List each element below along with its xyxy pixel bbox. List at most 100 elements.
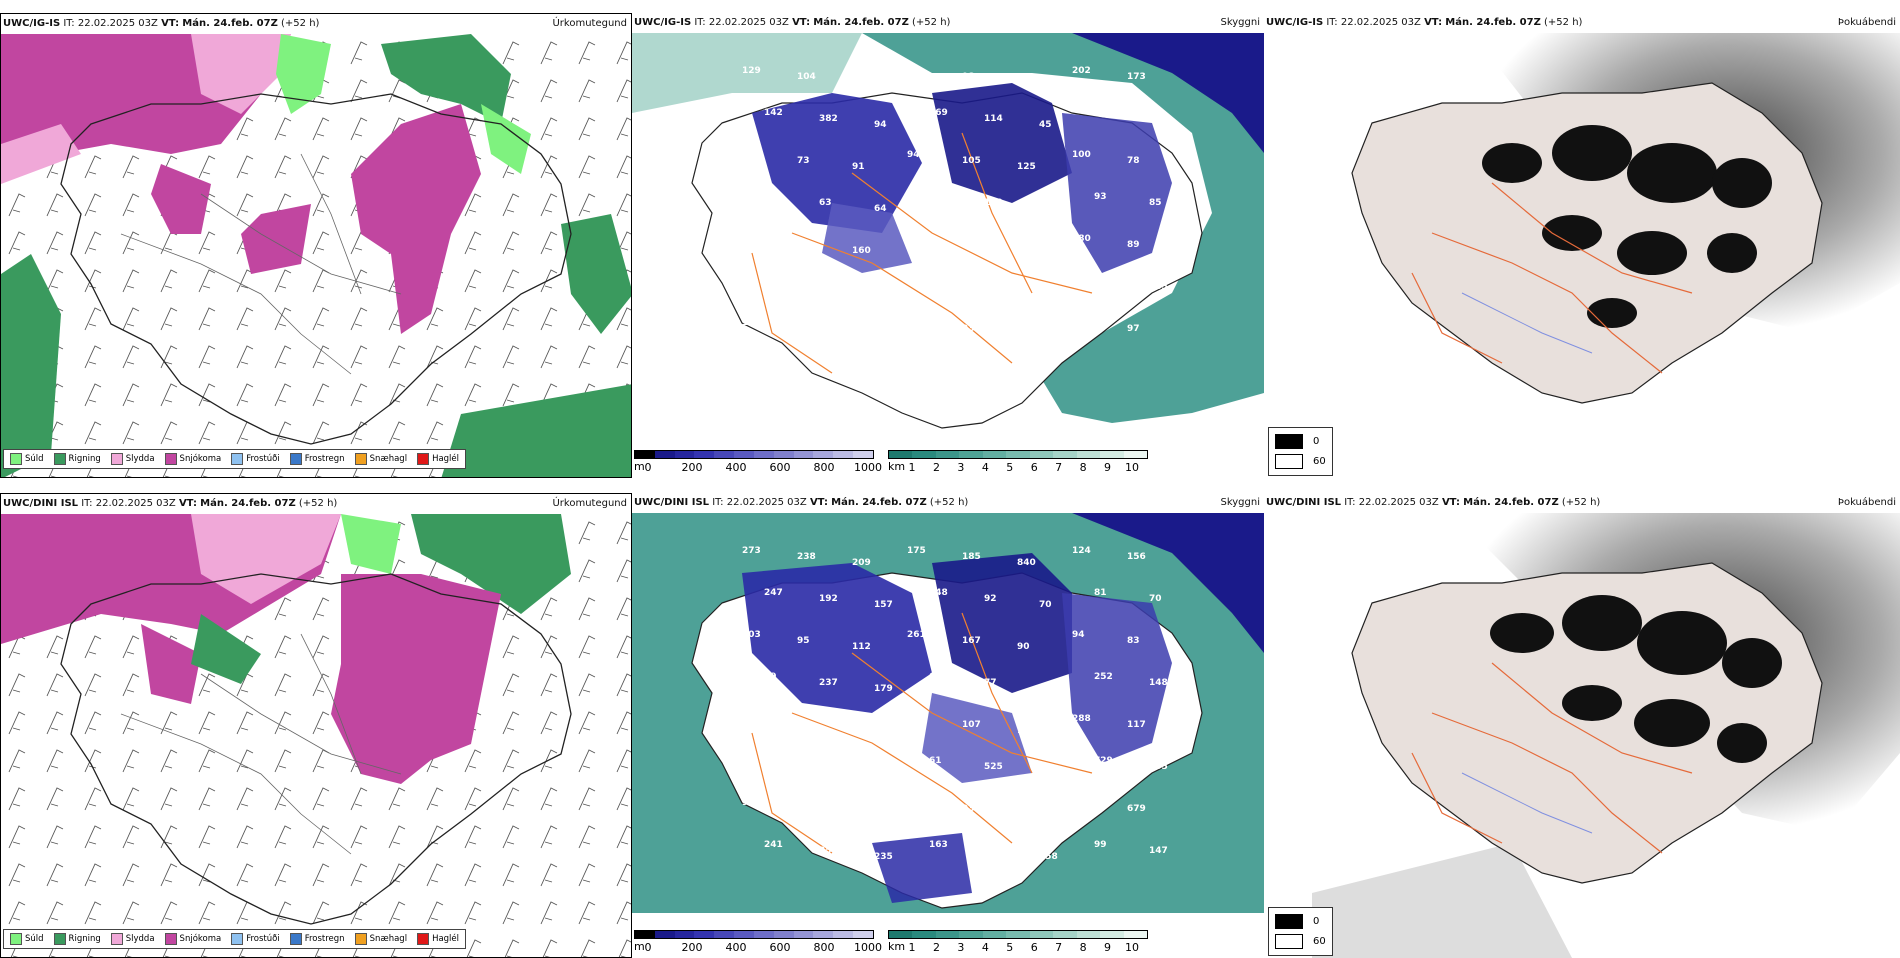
visibility-panel-top: UWC/IG-IS IT: 22.02.2025 03Z VT: Mán. 24… <box>632 13 1264 478</box>
visibility-value-label: 235 <box>874 852 893 862</box>
visibility-value-label: 238 <box>797 552 816 562</box>
visibility-value-label: 179 <box>1017 246 1036 256</box>
visibility-value-label: 102 <box>1017 726 1036 736</box>
visibility-value-label: 115 <box>742 714 761 724</box>
legend-item: Rigning <box>53 453 101 465</box>
visibility-value-label: 142 <box>764 108 783 118</box>
visibility-value-label: 78 <box>1127 156 1140 166</box>
visibility-value-label: 49 <box>764 276 777 286</box>
visibility-value-label: 107 <box>962 720 981 730</box>
colorbar-tick: 5 <box>1006 461 1014 474</box>
visibility-value-label: 95 <box>797 636 810 646</box>
fog-panel-top: UWC/IG-IS IT: 22.02.2025 03Z VT: Mán. 24… <box>1264 13 1900 478</box>
visibility-labels: 273 238 209 175 185 840 124 156 247 192 157 148 92 70… <box>742 546 1168 862</box>
visibility-map: 273 238 209 175 185 840 124 156 247 192 157 148 92 70… <box>632 513 1264 913</box>
visibility-value-label: 587 <box>1039 768 1058 778</box>
visibility-value-label: 107 <box>742 318 761 328</box>
visibility-value-label: 144 <box>1072 318 1091 328</box>
visibility-value-label: 212 <box>1017 78 1036 88</box>
colorbar-tick: 10 <box>1125 461 1139 474</box>
legend-item: Frostúði <box>231 933 280 945</box>
colorbar-tick: 3 <box>957 461 965 474</box>
visibility-value-label: 679 <box>1127 804 1146 814</box>
visibility-value-label: 587 <box>1017 810 1036 820</box>
visibility-value-label: 94 <box>1072 630 1085 640</box>
visibility-value-label: 64 <box>874 204 887 214</box>
visibility-value-label: 62 <box>929 672 942 682</box>
visibility-panel-bottom: UWC/DINI ISL IT: 22.02.2025 03Z VT: Mán.… <box>632 493 1264 958</box>
colorbar-tick: 3 <box>957 941 965 954</box>
visibility-value-label: 729 <box>1094 756 1113 766</box>
visibility-value-label: 157 <box>874 600 893 610</box>
precip-map <box>1 514 631 957</box>
fog-panel-bottom: UWC/DINI ISL IT: 22.02.2025 03Z VT: Mán.… <box>1264 493 1900 958</box>
visibility-value-label: 147 <box>1149 846 1168 856</box>
visibility-value-label: 129 <box>742 66 761 76</box>
legend-item: Súld <box>10 453 44 465</box>
visibility-value-label: 148 <box>1149 678 1168 688</box>
visibility-value-label: 117 <box>1127 720 1146 730</box>
legend-item: Slydda <box>110 453 155 465</box>
visibility-value-label: 84 <box>929 192 942 202</box>
visibility-value-label: 160 <box>852 246 871 256</box>
colorbar-tick: 400 <box>725 461 747 474</box>
fog-map <box>1312 33 1900 478</box>
fog-legend-item: 0 <box>1275 434 1326 449</box>
panel-header: UWC/DINI ISL IT: 22.02.2025 03Z VT: Mán.… <box>3 498 338 509</box>
visibility-value-label: 113 <box>1072 798 1091 808</box>
visibility-value-label: 98 <box>742 798 755 808</box>
visibility-value-label: 90 <box>907 234 920 244</box>
colorbar-tick: 1 <box>908 941 916 954</box>
visibility-value-label: 27 <box>852 810 865 820</box>
visibility-value-label: 92 <box>764 192 777 202</box>
colorbar-tick: 1000 <box>854 461 882 474</box>
visibility-value-label: 104 <box>797 72 816 82</box>
legend-item: Slydda <box>110 933 155 945</box>
visibility-value-label: 261 <box>907 630 926 640</box>
visibility-value-label: 93 <box>1094 192 1107 202</box>
visibility-value-label: 89 <box>797 324 810 334</box>
visibility-value-label: 435 <box>1149 762 1168 772</box>
precip-legend: Súld Rigning Slydda Snjókoma Frostúði Fr… <box>3 929 467 949</box>
visibility-value-label: 155 <box>819 282 838 292</box>
colorbar-tick: 6 <box>1030 941 1038 954</box>
legend-item: Snjókoma <box>164 933 221 945</box>
visibility-colorbar: 1 2 3 4 5 6 7 8 9 10 km <box>888 930 1148 956</box>
panel-header: UWC/DINI ISL IT: 22.02.2025 03Z VT: Mán.… <box>634 497 969 508</box>
visibility-value-label: 81 <box>1094 588 1107 598</box>
fog-legend-item: 60 <box>1275 454 1326 469</box>
fog-legend: 0 60 <box>1268 907 1333 956</box>
colorbar-tick: 2 <box>932 941 940 954</box>
precip-panel-top: UWC/IG-IS IT: 22.02.2025 03Z VT: Mán. 24… <box>0 13 632 478</box>
visibility-value-label: 70 <box>1039 600 1052 610</box>
colorbar-tick: 10 <box>1125 941 1139 954</box>
visibility-value-label: 98 <box>962 72 975 82</box>
colorbar-tick: 5 <box>1006 941 1014 954</box>
visibility-value-label: 85 <box>1149 198 1162 208</box>
visibility-value-label: 758 <box>1039 852 1058 862</box>
panel-title: Úrkomutegund <box>552 18 627 29</box>
colorbar-tick: 0 <box>644 461 652 474</box>
legend-item: Rigning <box>53 933 101 945</box>
colorbar-tick: 7 <box>1055 461 1063 474</box>
visibility-value-label: 105 <box>962 156 981 166</box>
cloud-base-colorbar: 0 200 400 600 800 1000 m <box>634 930 882 956</box>
visibility-value-label: 173 <box>1127 72 1146 82</box>
visibility-value-label: 252 <box>1094 672 1113 682</box>
panel-title: Skyggni <box>1220 17 1260 28</box>
fog-map <box>1312 513 1900 958</box>
visibility-value-label: 180 <box>1072 234 1091 244</box>
visibility-value-label: 151 <box>907 318 926 328</box>
visibility-value-label: 101 <box>874 288 893 298</box>
visibility-value-label: 103 <box>742 630 761 640</box>
visibility-value-label: 171 <box>984 846 1003 856</box>
visibility-value-label: 98 <box>852 78 865 88</box>
visibility-value-label: 277 <box>797 804 816 814</box>
visibility-value-label: 210 <box>962 240 981 250</box>
visibility-value-label: 179 <box>874 684 893 694</box>
visibility-value-label: 73 <box>797 156 810 166</box>
legend-item: Snæhagl <box>354 933 407 945</box>
visibility-value-label: 167 <box>962 636 981 646</box>
visibility-value-label: 83 <box>1094 108 1107 118</box>
colorbar-tick: 600 <box>769 941 791 954</box>
